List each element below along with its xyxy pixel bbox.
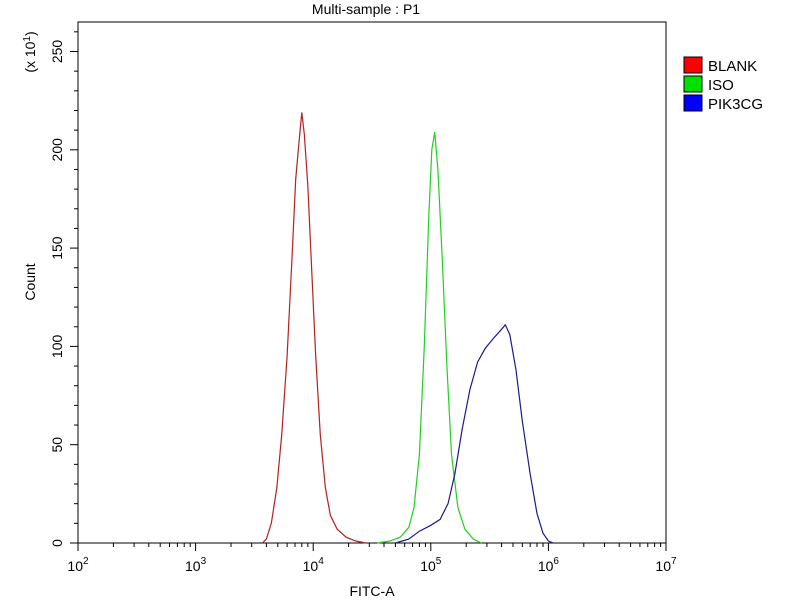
x-tick-label: 105 [420,556,442,574]
legend-label-pik3cg: PIK3CG [708,96,763,113]
y-tick-label: 200 [49,138,65,162]
y-tick-label: 0 [49,539,65,547]
series-line-blank [261,112,366,544]
y-tick-label: 250 [49,40,65,64]
legend-swatch-iso [683,75,703,93]
x-tick-label: 107 [655,556,677,574]
y-axis: 0 50 100 150 200 250 [49,31,78,547]
y-tick-label: 100 [49,335,65,359]
y-multiplier-label: (x 101) [22,31,38,72]
series-layer [261,112,554,544]
series-line-iso [377,132,482,544]
x-axis-label: FITC-A [349,583,395,599]
legend-label-iso: ISO [708,77,734,94]
x-tick-label: 106 [538,556,560,574]
y-tick-label: 150 [49,236,65,260]
legend-swatch-pik3cg [683,94,703,112]
x-tick-label: 104 [303,556,325,574]
y-axis-label: Count [22,263,38,300]
x-axis: 102 103 104 105 106 107 [67,543,677,574]
x-tick-label: 103 [185,556,207,574]
legend-swatch-blank [683,56,703,74]
y-tick-label: 50 [49,437,65,453]
x-tick-label: 102 [67,556,89,574]
legend: BLANK ISO PIK3CG [683,56,763,113]
legend-label-blank: BLANK [708,58,757,75]
chart-title: Multi-sample : P1 [312,1,420,17]
plot-frame [77,21,667,544]
series-line-pik3cg [395,323,554,544]
